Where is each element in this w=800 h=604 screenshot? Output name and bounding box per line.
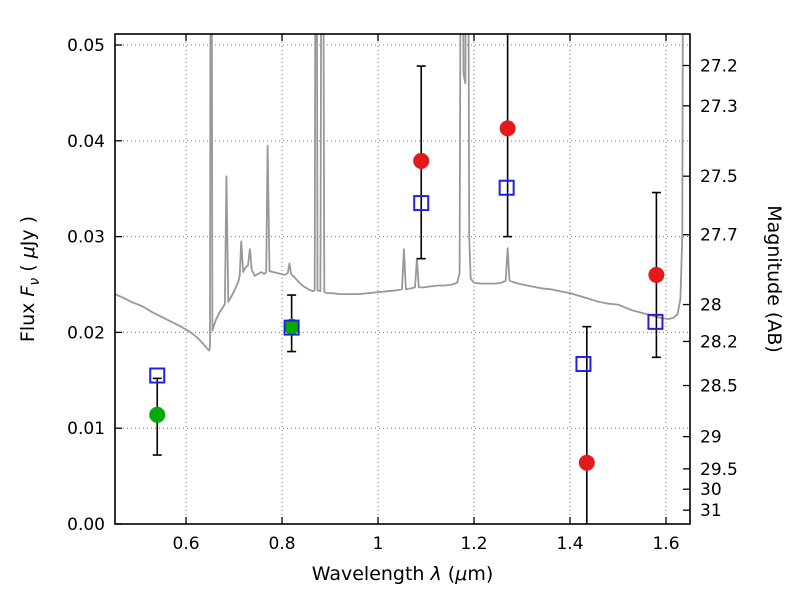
x-tick-label: 0.6 bbox=[173, 534, 200, 554]
y-tick-label-right: 27.3 bbox=[700, 97, 738, 117]
red-circles-marker bbox=[499, 120, 516, 137]
series-green-circles bbox=[149, 318, 300, 423]
y-axis-label-left: Flux Fν ( μJy ) bbox=[17, 216, 43, 342]
blue-open-squares-marker bbox=[283, 319, 300, 336]
x-tick-label: 1.4 bbox=[556, 534, 583, 554]
y-tick-label-left: 0.02 bbox=[67, 323, 105, 343]
y-tick-label-right: 27.2 bbox=[700, 56, 738, 76]
y-tick-label-right: 28.5 bbox=[700, 377, 738, 397]
y-tick-label-right: 27.5 bbox=[700, 167, 738, 187]
y-tick-label-left: 0.04 bbox=[67, 132, 105, 152]
y-tick-label-right: 30 bbox=[700, 480, 722, 500]
y-tick-label-right: 28 bbox=[700, 296, 722, 316]
x-tick-label: 1.6 bbox=[652, 534, 679, 554]
blue-open-squares-marker bbox=[575, 356, 592, 373]
x-tick-label: 1.2 bbox=[460, 534, 487, 554]
y-tick-label-right: 28.2 bbox=[700, 332, 738, 352]
blue-open-squares-marker bbox=[149, 367, 166, 384]
y-axis-label-right: Magnitude (AB) bbox=[763, 205, 785, 353]
y-tick-label-left: 0.03 bbox=[67, 228, 105, 248]
model-spectrum-group bbox=[115, 34, 684, 352]
blue-open-squares-marker bbox=[413, 195, 430, 212]
x-tick-label: 0.8 bbox=[269, 534, 296, 554]
gridlines bbox=[115, 34, 690, 524]
y-tick-label-left: 0.05 bbox=[67, 36, 105, 56]
y-tick-label-right: 31 bbox=[700, 501, 722, 521]
y-tick-label-right: 29.5 bbox=[700, 460, 738, 480]
red-circles-marker bbox=[413, 152, 430, 169]
green-circles-marker bbox=[149, 406, 166, 423]
y-tick-label-left: 0.00 bbox=[67, 515, 105, 535]
axes-frame bbox=[114, 33, 691, 525]
y-tick-label-right: 29 bbox=[700, 428, 722, 448]
red-circles-marker bbox=[578, 454, 595, 471]
blue-open-squares-marker bbox=[647, 313, 664, 330]
series-blue-open-squares bbox=[149, 179, 664, 384]
tick-labels: 0.6 0.8 1 1.2 1.4 1.6 0.00 0.01 0.02 0.03 0.04 0.05… bbox=[67, 36, 738, 554]
model-spectrum-line bbox=[115, 34, 684, 352]
red-circles-marker bbox=[648, 266, 665, 283]
x-tick-label: 1 bbox=[373, 534, 384, 554]
y-tick-label-left: 0.01 bbox=[67, 419, 105, 439]
y-tick-label-right: 27.7 bbox=[700, 226, 738, 246]
series-red-circles bbox=[413, 120, 665, 471]
blue-open-squares-marker bbox=[498, 179, 515, 196]
x-axis-label: Wavelength λ (μm) bbox=[312, 563, 493, 585]
tick-marks bbox=[115, 34, 690, 525]
